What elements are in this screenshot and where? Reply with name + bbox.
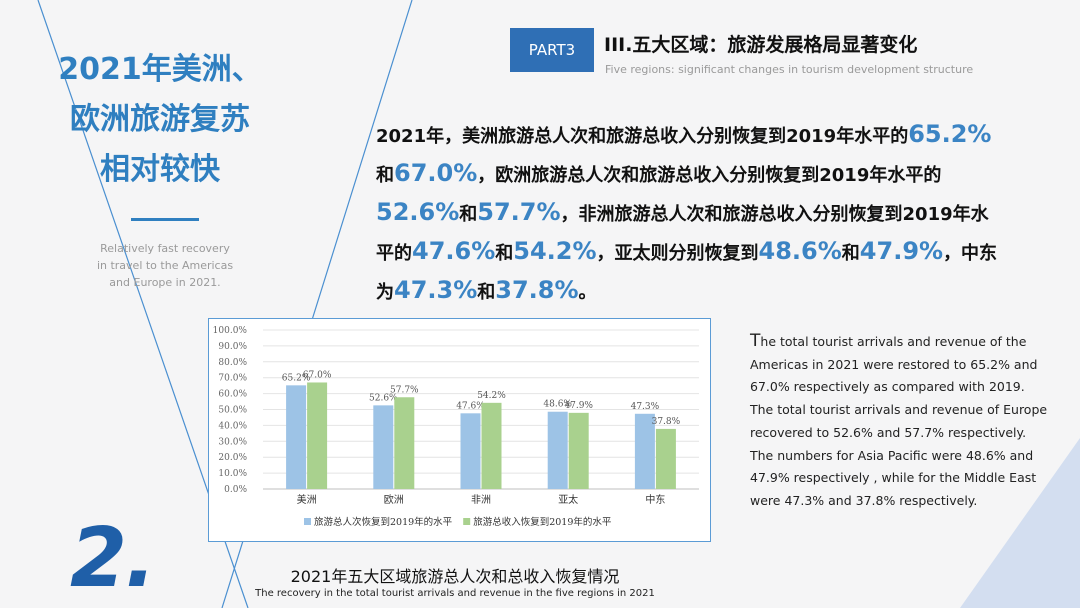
section-subtitle-line-3: and Europe in 2021. — [109, 276, 221, 289]
summary-value: 54.2% — [513, 237, 597, 265]
summary-text: 和 — [841, 243, 860, 264]
chart-caption-en: The recovery in the total tourist arriva… — [255, 588, 655, 599]
y-tick-label: 60.0% — [218, 390, 247, 400]
title-divider — [131, 218, 199, 221]
y-tick-label: 30.0% — [218, 437, 247, 447]
summary-text: ，非洲旅游总人次和旅游总收入分别恢复到2019年水平的 — [376, 204, 989, 264]
section-subtitle-line-2: in travel to the Americas — [96, 259, 234, 272]
x-category-label: 中东 — [645, 493, 665, 506]
x-category-label: 欧洲 — [384, 494, 404, 506]
summary-text: ，亚太则分别恢复到 — [596, 243, 759, 264]
summary-value: 52.6% — [376, 198, 460, 226]
summary-text: ，欧洲旅游总人次和旅游总收入分别恢复到2019年水平的 — [477, 165, 942, 186]
legend-swatch — [304, 518, 311, 525]
y-tick-label: 70.0% — [218, 374, 247, 384]
x-category-label: 美洲 — [297, 493, 317, 506]
bar-arrivals — [373, 405, 394, 489]
bar-revenue — [655, 428, 676, 489]
section-subtitle: Relatively fast recovery in travel to th… — [90, 240, 240, 291]
data-label: 52.6% — [369, 393, 398, 403]
y-tick-label: 40.0% — [218, 421, 247, 431]
y-tick-label: 100.0% — [213, 326, 248, 336]
page-subtitle: Five regions: significant changes in tou… — [605, 63, 974, 76]
summary-paragraph: 2021年，美洲旅游总人次和旅游总收入分别恢复到2019年水平的65.2%和67… — [376, 116, 1006, 311]
bar-arrivals — [286, 385, 307, 489]
data-label: 47.3% — [631, 402, 660, 412]
legend-label: 旅游总收入恢复到2019年的水平 — [473, 516, 612, 528]
bar-revenue — [307, 382, 328, 489]
bar-revenue — [481, 402, 502, 489]
part-badge: PART3 — [510, 28, 594, 72]
legend-swatch — [463, 518, 471, 525]
x-category-label: 亚太 — [558, 493, 578, 506]
summary-value: 65.2% — [908, 120, 992, 148]
summary-text: 和 — [477, 282, 496, 303]
y-tick-label: 10.0% — [218, 469, 247, 479]
summary-value: 47.6% — [412, 237, 496, 265]
section-title: 2021年美洲、 欧洲旅游复苏 相对较快 — [50, 45, 270, 195]
page-title: III.五大区域：旅游发展格局显著变化 — [604, 34, 918, 56]
english-description: The total tourist arrivals and revenue o… — [750, 330, 1050, 513]
data-label: 57.7% — [390, 385, 419, 395]
y-tick-label: 50.0% — [218, 406, 247, 416]
summary-value: 47.9% — [859, 237, 944, 265]
data-label: 37.8% — [652, 417, 681, 427]
section-title-line-1: 2021年美洲、 — [58, 52, 262, 87]
bar-revenue — [568, 412, 589, 489]
y-tick-label: 20.0% — [218, 453, 247, 463]
bar-revenue — [394, 397, 415, 489]
data-label: 54.2% — [477, 391, 506, 401]
description-text: he total tourist arrivals and revenue of… — [750, 334, 1048, 508]
summary-text: 。 — [578, 282, 597, 303]
data-label: 65.2% — [282, 373, 311, 383]
summary-text: 和 — [376, 165, 394, 186]
summary-text: 2021年，美洲旅游总人次和旅游总收入分别恢复到2019年水平的 — [376, 126, 909, 147]
summary-value: 48.6% — [758, 237, 842, 265]
deco-corner-triangle — [960, 438, 1080, 608]
section-number: 2. — [70, 511, 156, 606]
section-title-line-3: 相对较快 — [100, 152, 220, 187]
bar-arrivals — [634, 413, 655, 489]
bar-chart: 0.0% 10.0% 20.0% 30.0% 40.0% 50.0% 60.0% 70.0% 8… — [213, 326, 699, 528]
y-tick-label: 80.0% — [218, 358, 247, 368]
data-label: 47.6% — [456, 401, 485, 411]
description-initial: T — [750, 331, 761, 351]
bar-arrivals — [547, 411, 568, 489]
chart-caption-cn: 2021年五大区域旅游总人次和总收入恢复情况 — [290, 567, 620, 586]
chart-container: 0.0% 10.0% 20.0% 30.0% 40.0% 50.0% 60.0% 70.0% 8… — [208, 318, 711, 542]
data-label: 67.0% — [303, 370, 332, 380]
summary-value: 57.7% — [477, 198, 561, 226]
data-label: 48.6% — [543, 400, 572, 410]
data-label: 47.9% — [564, 401, 593, 411]
section-subtitle-line-1: Relatively fast recovery — [100, 242, 230, 255]
section-title-line-2: 欧洲旅游复苏 — [70, 102, 250, 137]
bar-arrivals — [460, 413, 481, 489]
y-tick-label: 90.0% — [218, 342, 247, 352]
summary-value: 47.3% — [394, 276, 478, 304]
y-tick-label: 0.0% — [224, 485, 247, 495]
summary-text: 和 — [459, 204, 478, 225]
summary-text: 和 — [495, 243, 514, 264]
summary-value: 37.8% — [495, 276, 579, 304]
legend-label: 旅游总人次恢复到2019年的水平 — [314, 516, 453, 528]
summary-text: ，中东为 — [376, 243, 998, 303]
summary-value: 67.0% — [394, 159, 478, 187]
x-category-label: 非洲 — [471, 494, 491, 506]
